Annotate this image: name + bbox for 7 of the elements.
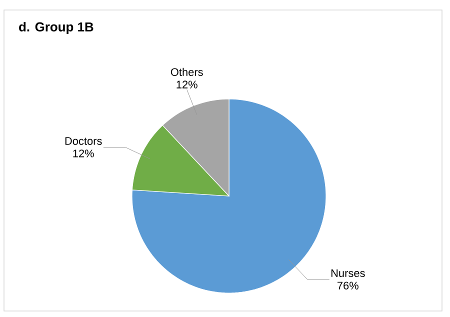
slice-label: Doctors — [65, 137, 102, 145]
data-label: 76% — [337, 282, 358, 290]
data-label: 12% — [73, 150, 94, 158]
chart-title: d. Group 1B — [19, 22, 94, 34]
data-label: 12% — [176, 80, 198, 88]
slice-label: Nurses — [331, 269, 365, 278]
slice-label: Others — [170, 68, 203, 76]
